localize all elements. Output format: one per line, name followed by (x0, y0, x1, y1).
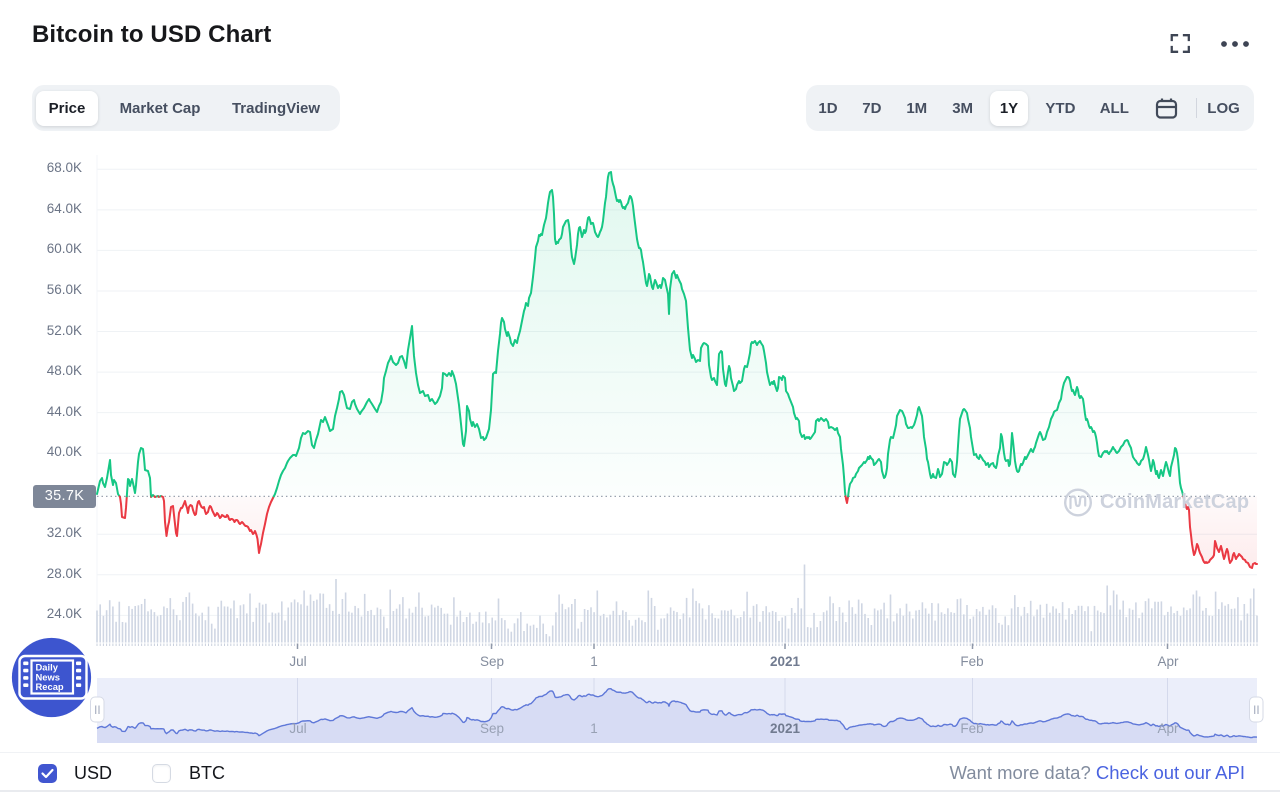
svg-text:News: News (36, 671, 61, 682)
svg-text:Daily: Daily (36, 662, 59, 673)
svg-text:Recap: Recap (36, 681, 64, 692)
